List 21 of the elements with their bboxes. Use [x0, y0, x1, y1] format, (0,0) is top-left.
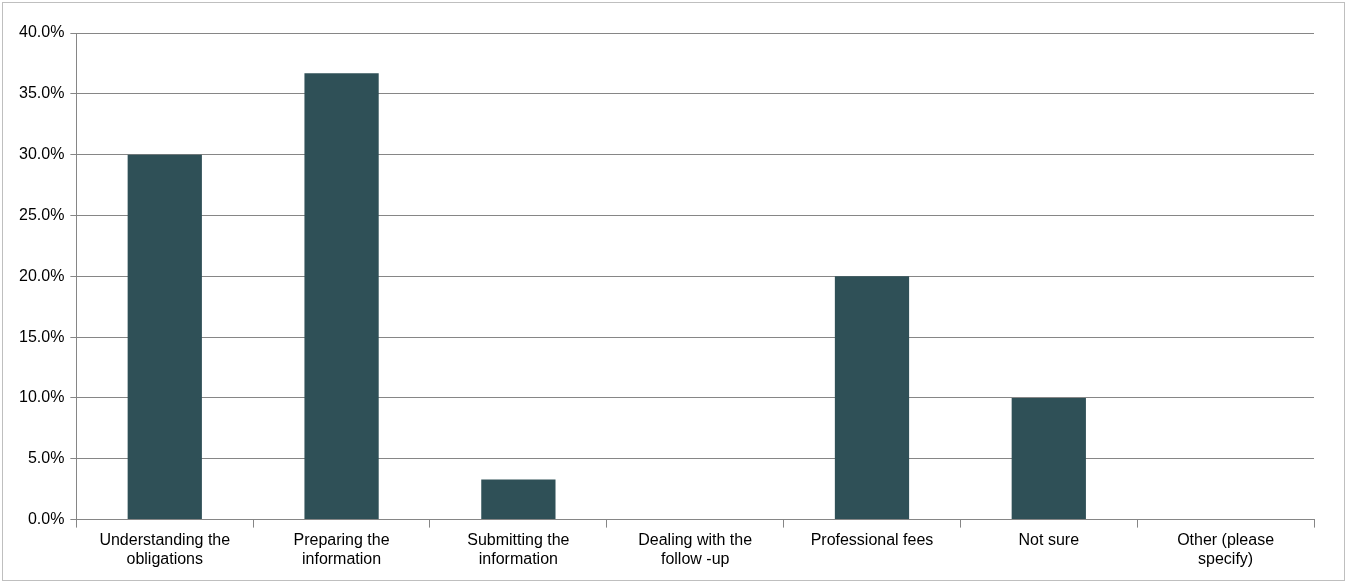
- y-tick-label: 30.0%: [18, 145, 65, 163]
- x-tick-label: Professional fees: [810, 530, 934, 548]
- y-tick-label: 5.0%: [27, 449, 65, 467]
- bar: [304, 73, 379, 520]
- y-tick-label: 20.0%: [18, 266, 65, 284]
- bar: [834, 276, 910, 520]
- bar: [1011, 397, 1086, 520]
- bar: [127, 154, 202, 520]
- y-tick-label: 40.0%: [18, 23, 65, 41]
- y-tick-label: 0.0%: [27, 510, 65, 528]
- y-tick-label: 15.0%: [18, 327, 65, 345]
- y-tick-label: 35.0%: [18, 84, 65, 102]
- bar: [481, 479, 556, 520]
- y-tick-label: 25.0%: [18, 205, 65, 223]
- x-tick-label: Not sure: [1018, 530, 1080, 548]
- x-tick-label: Dealing with the follow -up: [638, 530, 753, 567]
- x-tick-label: Other (please specify): [1177, 530, 1275, 567]
- x-tick-label: Understanding the obligations: [99, 530, 231, 567]
- y-tick-label: 10.0%: [18, 388, 65, 406]
- x-tick-label: Preparing the information: [293, 530, 390, 567]
- x-tick-label: Submitting the information: [467, 530, 570, 567]
